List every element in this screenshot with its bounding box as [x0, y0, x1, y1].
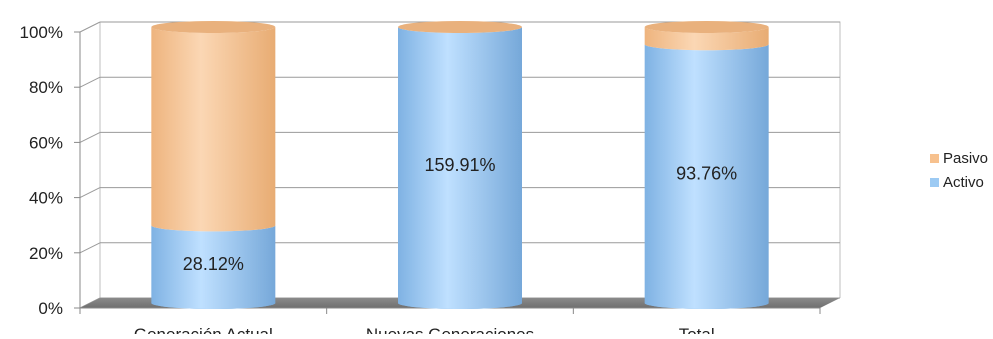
y-tick-label: 20%: [29, 244, 63, 263]
legend-label-pasivo: Pasivo: [943, 150, 988, 167]
bar-segment-pasivo: [151, 27, 276, 232]
x-tick-label: Nuevas Generaciones: [366, 325, 534, 334]
bar-segment-activo: [398, 27, 522, 309]
bars-layer: [151, 21, 769, 309]
y-tick-label: 100%: [20, 23, 63, 42]
y-tick-label: 0%: [38, 299, 63, 318]
x-tick-label: Total: [679, 325, 715, 334]
y-tick-label: 80%: [29, 78, 63, 97]
y-tick-label: 40%: [29, 189, 63, 208]
gridline-side: [79, 187, 101, 199]
cylinder-top-cap: [151, 21, 276, 33]
bar-segment-pasivo: [644, 27, 769, 51]
legend-swatch-activo: [930, 178, 939, 187]
labels-layer: 28.12% Generación Actual 159.91% Nuevas Gen…: [134, 155, 737, 339]
data-label: 159.91%: [424, 155, 495, 175]
bar-segment-activo: [151, 225, 276, 309]
bar-segment-activo: [644, 44, 769, 309]
x-tick-label: Generación Actual: [134, 325, 273, 334]
legend-label-activo: Activo: [943, 174, 984, 191]
legend: Pasivo Activo: [930, 150, 988, 191]
gridline-side: [79, 21, 101, 33]
legend-swatch-pasivo: [930, 154, 939, 163]
data-label: 28.12%: [183, 254, 244, 274]
data-label: 93.76%: [676, 164, 737, 184]
cylinder-top-cap: [644, 21, 769, 33]
cylinder-top-cap: [398, 21, 522, 33]
gridline-side: [79, 242, 101, 254]
y-tick-label: 60%: [29, 133, 63, 152]
gridline-side: [79, 76, 101, 88]
gridline-side: [79, 131, 101, 143]
